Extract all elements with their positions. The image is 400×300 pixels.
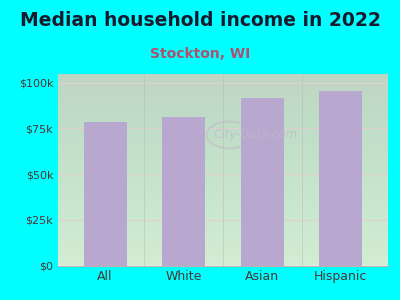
Text: City-Data.com: City-Data.com [214, 128, 298, 141]
Bar [162, 117, 205, 266]
Bar [84, 122, 127, 266]
Text: Median household income in 2022: Median household income in 2022 [20, 11, 380, 29]
Bar [319, 91, 362, 266]
Bar [241, 98, 284, 266]
Text: Stockton, WI: Stockton, WI [150, 46, 250, 61]
